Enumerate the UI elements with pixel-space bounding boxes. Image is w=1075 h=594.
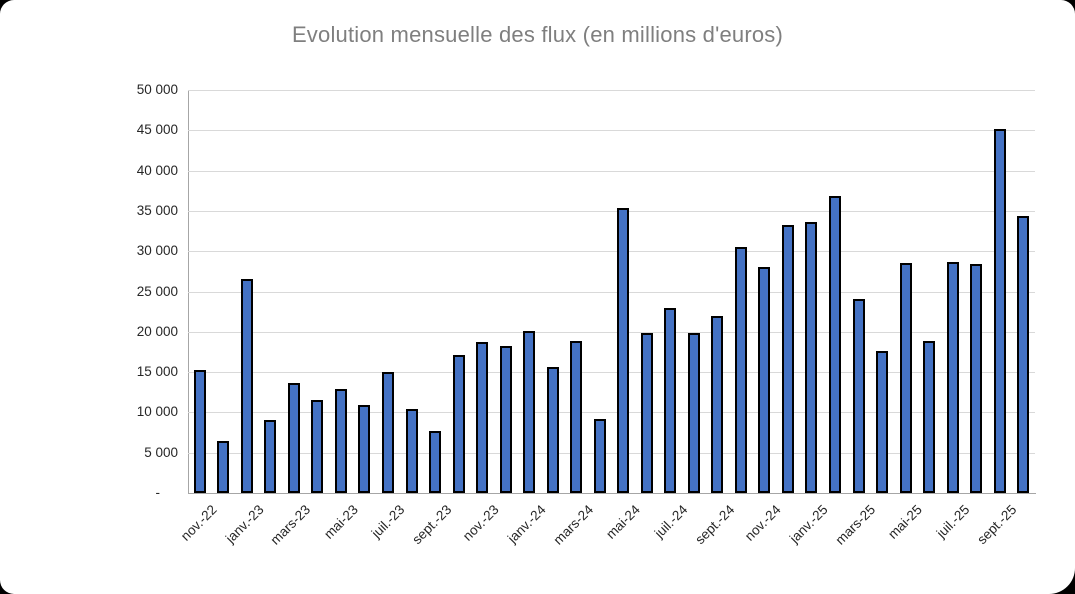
bar-déc.-22 [217, 441, 230, 493]
x-axis-tick-label: janv.-23 [222, 502, 267, 546]
bar-nov.-23 [476, 342, 489, 493]
bar-janv.-24 [523, 330, 536, 493]
x-axis-tick-label: nov.-24 [742, 502, 785, 544]
gridline-45000 [188, 130, 1035, 132]
bar-déc.-23 [499, 346, 512, 493]
gridline-35000 [188, 210, 1035, 212]
bar-févr.-24 [546, 367, 559, 493]
bar-juil.-25 [946, 261, 959, 493]
x-axis-tick-label: nov.-22 [177, 502, 220, 544]
y-axis-tick-label: 15 000 [136, 364, 178, 380]
y-axis-tick-label: 30 000 [136, 243, 178, 259]
y-axis-tick-label: 20 000 [136, 323, 178, 339]
gridline-20000 [188, 331, 1035, 333]
bar-août-25 [970, 264, 983, 493]
gridline-5000 [188, 452, 1035, 454]
bar-mars-23 [287, 382, 300, 493]
bar-avr.-23 [311, 400, 324, 493]
bar-juin-24 [640, 332, 653, 493]
bar-nov.-22 [193, 369, 206, 493]
bar-août-24 [687, 332, 700, 493]
bar-sept.-23 [429, 430, 442, 493]
bar-juil.-24 [664, 307, 677, 493]
bar-nov.-24 [758, 267, 771, 493]
bar-mai-23 [334, 389, 347, 493]
y-axis-tick-label: - [155, 485, 161, 500]
gridline-50000 [188, 90, 1035, 91]
x-axis-tick-label: mai-25 [885, 502, 926, 542]
x-axis-tick-label: janv.-24 [504, 502, 549, 546]
gridline-15000 [188, 372, 1035, 374]
x-axis-tick-label: mars-23 [267, 502, 314, 548]
bar-juin-25 [923, 340, 936, 493]
x-axis-tick-label: janv.-25 [787, 502, 832, 546]
bar-janv.-25 [805, 222, 818, 493]
x-axis-tick-label: juil.-23 [368, 502, 408, 541]
y-axis-tick-label: 35 000 [136, 202, 178, 218]
gridline-30000 [188, 251, 1035, 253]
bar-juin-23 [358, 405, 371, 493]
bar-juil.-23 [381, 372, 394, 493]
x-axis-tick-label: sept.-24 [691, 502, 737, 548]
y-axis-tick-label: 40 000 [136, 162, 178, 178]
y-axis-tick-label: 45 000 [136, 122, 178, 138]
bar-août-23 [405, 409, 418, 493]
bar-oct.-25 [1017, 215, 1030, 493]
y-axis-tick-label: 50 000 [136, 82, 178, 97]
bar-avr.-24 [593, 418, 606, 493]
x-axis-line [188, 493, 1036, 494]
x-axis-tick-label: juil.-24 [651, 502, 690, 541]
bar-oct.-24 [734, 247, 747, 493]
bar-mars-24 [570, 340, 583, 493]
bar-janv.-23 [240, 279, 253, 493]
chart-title: Evolution mensuelle des flux (en million… [291, 22, 784, 47]
bar-déc.-24 [781, 224, 794, 493]
x-axis-tick-label: sept.-23 [409, 502, 455, 548]
x-axis-tick-label: mars-25 [832, 502, 879, 548]
bar-févr.-25 [829, 196, 841, 493]
bar-mai-25 [899, 263, 912, 493]
x-axis-tick-label: mai-24 [603, 502, 643, 542]
gridline-40000 [188, 170, 1035, 172]
y-axis-tick-label: 5 000 [144, 444, 178, 460]
x-axis-tick-label: mars-24 [550, 502, 596, 548]
y-axis-tick-label: 10 000 [136, 404, 178, 420]
x-axis-tick-label: mai-23 [320, 502, 361, 542]
gridline-10000 [188, 412, 1035, 414]
bar-mai-24 [617, 207, 630, 493]
gridline-25000 [188, 291, 1035, 293]
bar-sept.-25 [993, 128, 1006, 493]
x-axis-tick-label: sept.-25 [974, 502, 1020, 548]
bar-mars-25 [852, 298, 865, 493]
bar-oct.-23 [452, 355, 465, 493]
x-axis-tick-label: juil.-25 [933, 502, 973, 541]
x-axis-tick-label: nov.-23 [459, 502, 502, 544]
bar-avr.-25 [876, 351, 889, 493]
bar-févr.-23 [264, 419, 277, 493]
y-axis-tick-label: 25 000 [136, 283, 178, 299]
bar-sept.-24 [711, 316, 724, 493]
